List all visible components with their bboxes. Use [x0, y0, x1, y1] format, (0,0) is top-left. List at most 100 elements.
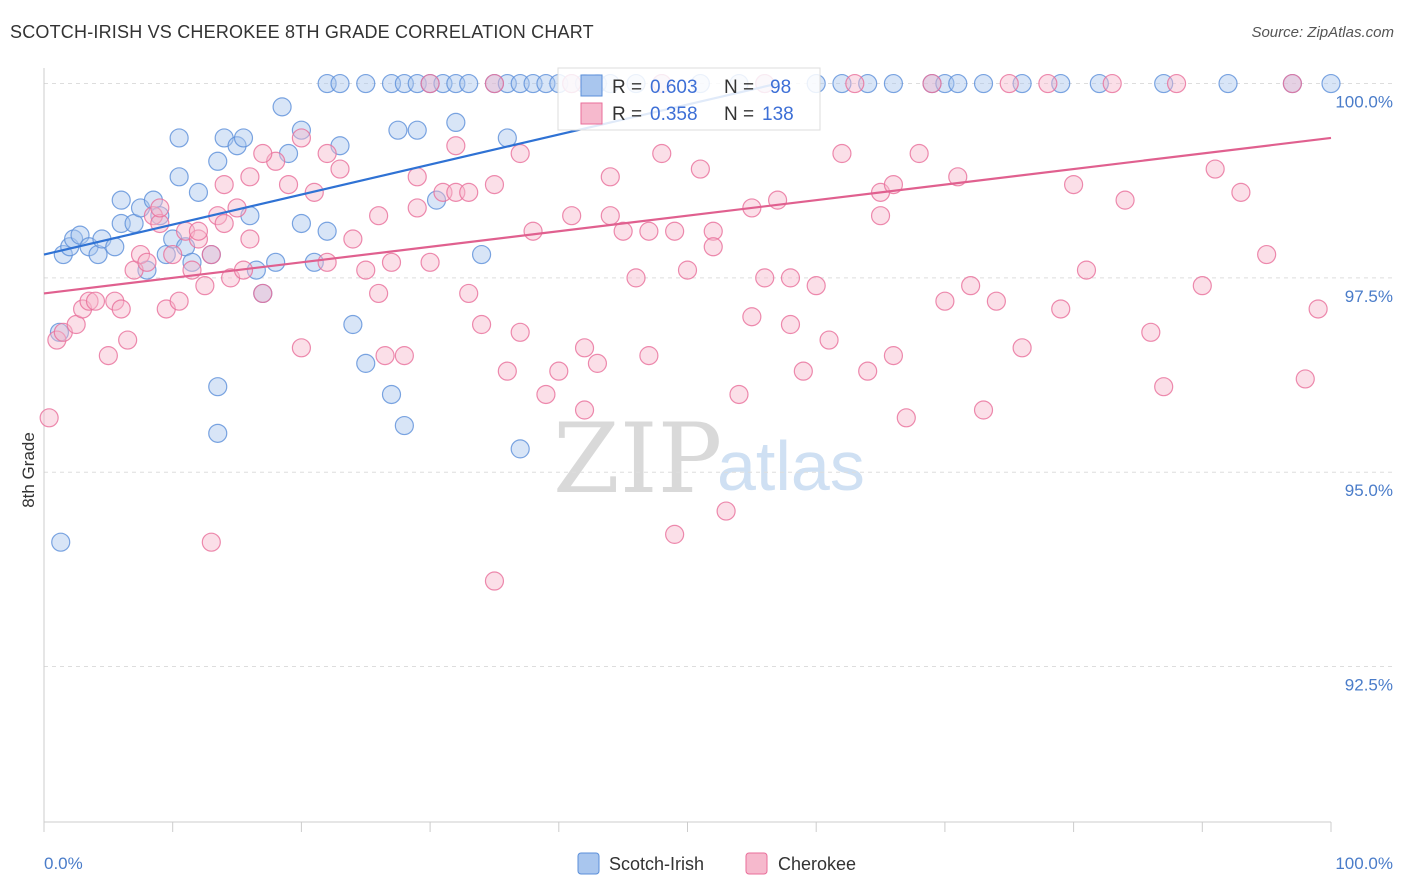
data-point — [169, 291, 189, 311]
data-point — [394, 415, 414, 436]
y-tick-labels: 92.5% 95.0% 97.5% 100.0% — [1335, 93, 1393, 695]
data-point — [510, 322, 530, 342]
data-point — [233, 128, 254, 148]
data-point — [562, 206, 582, 226]
data-point — [742, 307, 762, 327]
data-point — [253, 143, 273, 164]
data-point — [1218, 73, 1238, 94]
data-point — [214, 174, 234, 195]
data-point — [343, 314, 363, 335]
data-point — [407, 198, 427, 218]
data-point — [1051, 299, 1071, 319]
data-point — [330, 159, 350, 179]
data-point — [130, 244, 151, 265]
data-point — [375, 346, 395, 366]
data-point — [729, 384, 749, 405]
data-point — [600, 206, 620, 226]
data-point — [755, 268, 775, 288]
data-point — [407, 120, 427, 140]
data-point — [948, 73, 968, 94]
data-point — [150, 198, 170, 218]
data-point — [973, 400, 994, 420]
data-point — [690, 159, 710, 179]
data-point — [1115, 190, 1135, 210]
x-tick-label-max: 100.0% — [1335, 854, 1393, 873]
data-point — [420, 252, 440, 272]
data-point — [510, 143, 530, 164]
data-point — [330, 73, 350, 94]
data-point — [426, 190, 447, 210]
data-point — [150, 206, 170, 226]
legend-r-label-scotch-irish: R = — [612, 77, 642, 98]
data-point — [1076, 260, 1097, 280]
y-tick-label: 95.0% — [1345, 481, 1393, 500]
bottom-legend-label-cherokee: Cherokee — [778, 854, 856, 874]
data-point — [240, 167, 260, 187]
data-point — [446, 136, 466, 156]
data-point — [111, 190, 131, 210]
data-point — [317, 221, 337, 241]
data-point — [266, 252, 286, 272]
legend-swatch-scotch-irish — [580, 74, 603, 97]
data-point — [169, 167, 189, 187]
data-point — [883, 73, 904, 94]
chart-title: SCOTCH-IRISH VS CHEROKEE 8TH GRADE CORRE… — [10, 22, 594, 42]
data-point — [484, 571, 505, 591]
data-point — [639, 221, 659, 241]
data-point — [973, 73, 994, 94]
data-point — [291, 120, 311, 140]
data-point — [291, 338, 311, 358]
data-point — [948, 167, 968, 187]
x-tick-label-min: 0.0% — [44, 854, 83, 873]
data-point — [677, 260, 698, 280]
data-point — [510, 439, 530, 459]
data-point — [381, 252, 402, 272]
data-point — [819, 330, 839, 350]
data-point — [1231, 182, 1251, 202]
data-point — [536, 384, 556, 405]
data-point — [600, 167, 620, 187]
data-point — [883, 174, 904, 195]
data-point — [169, 128, 189, 148]
data-point — [652, 143, 672, 164]
data-point — [922, 73, 942, 94]
bottom-legend-swatch-cherokee — [745, 852, 768, 875]
data-point — [79, 291, 99, 311]
data-point — [587, 353, 608, 373]
data-point — [85, 291, 106, 311]
data-point — [201, 532, 221, 552]
data-point — [806, 276, 826, 296]
data-point — [240, 229, 260, 249]
data-point — [896, 408, 916, 428]
data-point — [703, 237, 723, 257]
data-point — [471, 314, 492, 335]
legend-n-label-cherokee: N = — [724, 104, 754, 125]
data-point — [961, 276, 981, 296]
data-point — [845, 73, 865, 94]
data-point — [253, 283, 273, 304]
data-point — [832, 143, 852, 164]
data-point — [665, 524, 685, 544]
data-point — [909, 143, 929, 164]
data-point — [291, 128, 311, 148]
data-point — [214, 213, 234, 234]
data-point — [105, 291, 125, 311]
data-point — [549, 361, 569, 381]
data-point — [39, 408, 59, 428]
x-ticks — [43, 822, 1332, 832]
data-point — [388, 120, 408, 140]
data-point — [883, 346, 904, 366]
y-tick-label: 97.5% — [1345, 287, 1393, 306]
data-point — [98, 346, 118, 366]
data-point — [208, 151, 228, 171]
y-axis-label: 8th Grade — [19, 432, 38, 508]
data-point — [1192, 276, 1212, 296]
data-point — [137, 252, 157, 272]
data-point — [201, 244, 221, 265]
data-point — [1154, 377, 1174, 397]
data-point — [793, 361, 813, 381]
data-point — [381, 384, 402, 405]
data-point — [208, 377, 228, 397]
data-point — [639, 346, 659, 366]
data-point — [780, 268, 801, 288]
